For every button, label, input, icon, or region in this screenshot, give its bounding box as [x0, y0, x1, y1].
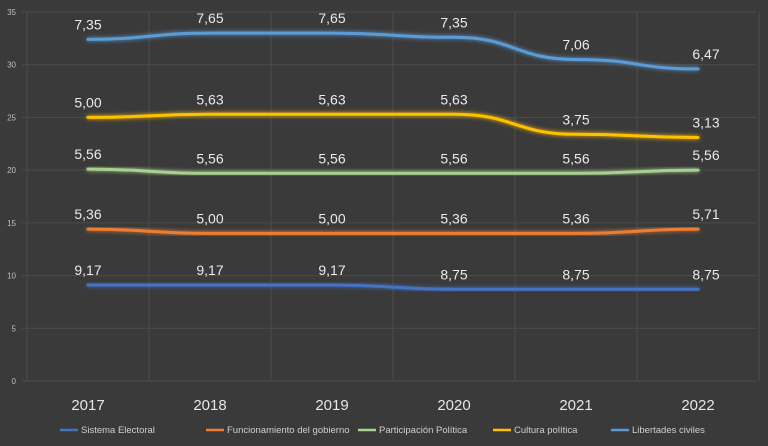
data-label: 5,56	[692, 147, 719, 163]
series-line	[86, 283, 700, 291]
data-label: 6,47	[692, 46, 719, 62]
data-label: 7,65	[196, 10, 223, 26]
x-tick-label: 2018	[193, 397, 226, 414]
y-tick-label: 20	[7, 166, 16, 175]
legend-entry-label: Participación Política	[379, 425, 468, 436]
y-tick-label: 35	[7, 8, 16, 17]
gridlines	[22, 11, 760, 382]
data-label: 5,36	[562, 210, 589, 226]
data-label: 8,75	[692, 266, 719, 282]
y-tick-label: 15	[7, 219, 16, 228]
data-label: 5,00	[196, 210, 223, 226]
legend-entry-label: Libertades civiles	[632, 425, 705, 436]
legend-entry-label: Cultura política	[514, 425, 578, 436]
data-label: 7,65	[318, 10, 345, 26]
data-label: 5,63	[196, 91, 223, 107]
x-tick-label: 2019	[315, 397, 348, 414]
legend-entry-label: Funcionamiento del gobierno	[227, 425, 350, 436]
data-label: 5,56	[196, 150, 223, 166]
data-label: 5,56	[318, 150, 345, 166]
data-label: 9,17	[74, 262, 101, 278]
data-label: 5,00	[318, 210, 345, 226]
series-lines	[86, 31, 700, 291]
y-tick-label: 0	[12, 377, 17, 386]
data-label: 5,71	[692, 206, 719, 222]
data-label: 3,75	[562, 111, 589, 127]
legend: Sistema Electoral Funcionamiento del gobi…	[60, 425, 705, 436]
y-tick-label: 30	[7, 61, 16, 70]
data-label: 5,56	[562, 150, 589, 166]
series-line	[86, 167, 700, 175]
data-label: 9,17	[196, 262, 223, 278]
data-label: 7,35	[440, 14, 467, 30]
x-tick-label: 2017	[71, 397, 104, 414]
x-tick-label: 2022	[681, 397, 714, 414]
series-line	[86, 112, 700, 139]
y-tick-label: 10	[7, 272, 16, 281]
y-axis: 0 5 10 15 20 25 30 35	[7, 8, 16, 386]
data-label: 9,17	[318, 262, 345, 278]
legend-entry-label: Sistema Electoral	[81, 425, 155, 436]
y-tick-label: 25	[7, 113, 16, 122]
data-label: 8,75	[562, 266, 589, 282]
y-tick-label: 5	[12, 324, 17, 333]
data-label: 7,06	[562, 36, 589, 52]
x-tick-label: 2021	[559, 397, 592, 414]
data-label: 5,00	[74, 94, 101, 110]
series-line	[86, 227, 700, 235]
data-label: 5,36	[440, 210, 467, 226]
data-label: 8,75	[440, 266, 467, 282]
data-label: 5,63	[440, 91, 467, 107]
x-axis: 2017 2018 2019 2020 2021 2022	[71, 397, 714, 414]
data-label: 5,56	[440, 150, 467, 166]
data-label: 3,13	[692, 114, 719, 130]
series-line	[86, 31, 700, 71]
data-labels: 9,17 9,17 9,17 8,75 8,75 8,75 5,36 5,00 5,00 5,36…	[74, 10, 719, 282]
data-label: 5,36	[74, 206, 101, 222]
data-label: 5,56	[74, 146, 101, 162]
data-label: 5,63	[318, 91, 345, 107]
x-tick-label: 2020	[437, 397, 470, 414]
data-label: 7,35	[74, 16, 101, 32]
